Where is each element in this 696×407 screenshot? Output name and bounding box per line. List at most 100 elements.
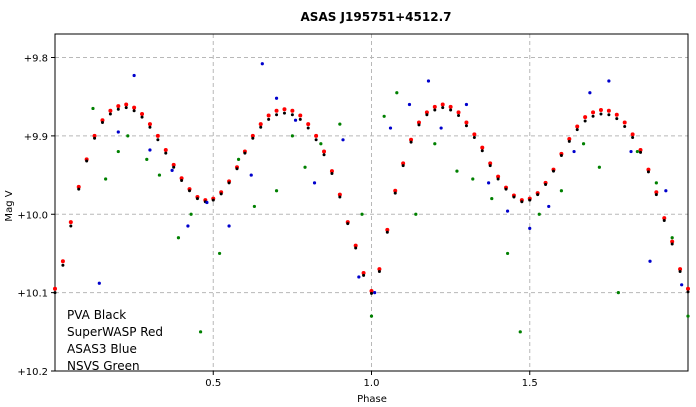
data-point	[116, 149, 120, 154]
data-point	[370, 291, 373, 295]
data-point	[496, 174, 501, 179]
data-point	[338, 122, 342, 126]
data-point	[662, 219, 666, 223]
data-point	[606, 108, 611, 113]
data-point	[591, 114, 595, 118]
data-point	[172, 165, 176, 169]
data-point	[369, 289, 374, 294]
data-point	[512, 195, 516, 199]
data-point	[258, 122, 263, 127]
data-point	[528, 226, 532, 230]
data-point	[252, 204, 256, 209]
data-point	[616, 291, 620, 295]
data-point	[490, 196, 494, 201]
data-point	[132, 109, 136, 113]
data-point	[598, 108, 603, 113]
data-point	[670, 242, 674, 246]
data-point	[76, 184, 81, 189]
data-point	[219, 192, 223, 196]
data-point	[155, 133, 160, 138]
data-point	[488, 164, 492, 168]
data-point	[274, 189, 279, 193]
data-point	[319, 142, 323, 146]
x-axis-label: Phase	[357, 394, 387, 405]
data-point	[377, 267, 382, 272]
data-point	[341, 138, 345, 142]
data-point	[432, 104, 437, 109]
data-point	[353, 243, 358, 248]
data-point	[424, 110, 429, 115]
data-point	[312, 181, 317, 185]
data-point	[92, 133, 97, 138]
data-point	[259, 125, 263, 129]
data-point	[148, 148, 152, 152]
data-point	[559, 189, 564, 193]
data-point	[132, 73, 136, 78]
data-point	[646, 167, 651, 172]
data-point	[217, 251, 222, 256]
data-point	[472, 135, 476, 139]
data-point	[583, 115, 588, 120]
data-point	[662, 216, 667, 221]
data-point	[227, 181, 231, 185]
data-point	[211, 198, 215, 202]
data-point	[97, 281, 101, 285]
data-point	[471, 177, 475, 181]
data-point	[635, 149, 639, 154]
data-point	[551, 169, 555, 173]
data-point	[456, 110, 461, 115]
data-point	[290, 134, 294, 138]
data-point	[480, 149, 484, 153]
data-point	[583, 119, 587, 123]
data-point	[298, 113, 303, 118]
data-point	[537, 212, 541, 216]
data-point	[629, 149, 633, 154]
data-point	[126, 134, 130, 138]
data-point	[147, 122, 152, 127]
data-point	[441, 106, 445, 110]
data-point	[338, 195, 342, 199]
data-point	[416, 120, 421, 125]
data-point	[567, 139, 571, 143]
data-point	[189, 212, 193, 216]
data-point	[293, 118, 298, 122]
data-point	[357, 275, 361, 279]
data-point	[623, 124, 627, 128]
data-point	[108, 108, 113, 113]
legend: PVA Black SuperWASP Red ASAS3 Blue NSVS Gre…	[67, 308, 163, 373]
data-point	[243, 151, 247, 155]
data-point	[156, 138, 160, 142]
data-point	[164, 151, 168, 155]
data-point	[664, 189, 668, 193]
data-point	[100, 118, 105, 123]
legend-entry: SuperWASP Red	[67, 325, 163, 339]
data-point	[93, 136, 97, 140]
data-points	[53, 62, 690, 334]
series-pva	[53, 106, 690, 295]
data-point	[116, 107, 120, 111]
data-point	[385, 227, 390, 232]
data-point	[314, 138, 318, 142]
data-point	[322, 149, 327, 154]
data-point	[274, 96, 279, 100]
data-point	[464, 102, 469, 107]
data-point	[382, 114, 386, 118]
data-point	[176, 236, 181, 240]
data-point	[455, 169, 459, 173]
data-point	[464, 120, 469, 125]
legend-entry: NSVS Green	[67, 359, 140, 373]
data-point	[227, 224, 231, 228]
data-point	[401, 164, 405, 168]
x-tick-label: 1.5	[522, 378, 538, 389]
data-point	[581, 142, 586, 146]
data-point	[426, 79, 431, 83]
data-point	[369, 314, 374, 318]
data-point	[588, 91, 592, 95]
data-point	[198, 330, 203, 334]
data-point	[235, 167, 239, 171]
data-point	[124, 106, 128, 110]
data-point	[303, 165, 307, 169]
data-point	[388, 126, 393, 130]
data-point	[171, 162, 176, 167]
